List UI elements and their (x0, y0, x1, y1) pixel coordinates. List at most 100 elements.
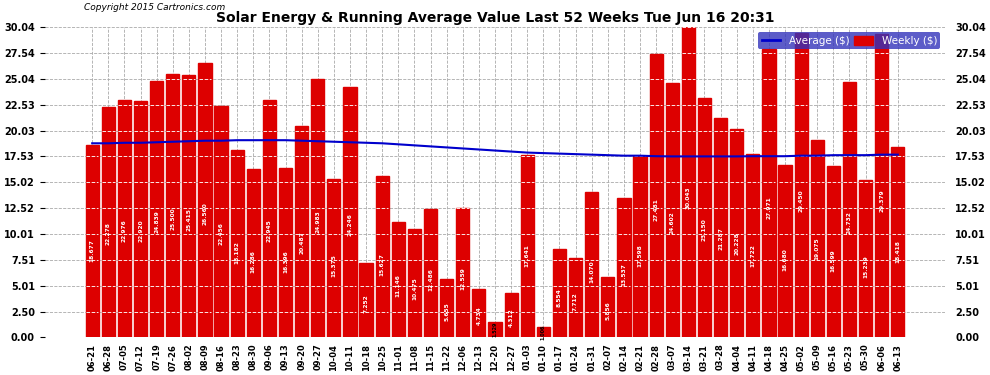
Text: 30.043: 30.043 (686, 186, 691, 209)
Bar (682, 27, 695, 338)
Bar (649, 54, 662, 338)
Text: 1.006: 1.006 (541, 325, 545, 340)
Bar (585, 192, 598, 338)
Text: 16.396: 16.396 (283, 250, 288, 273)
Bar (85, 144, 99, 338)
Bar (392, 222, 405, 338)
Text: 20.487: 20.487 (299, 231, 304, 254)
Text: 17.598: 17.598 (638, 244, 643, 267)
Bar (730, 129, 743, 338)
Text: 23.150: 23.150 (702, 219, 707, 241)
Text: 22.976: 22.976 (122, 219, 127, 242)
Bar (795, 33, 808, 338)
Text: 24.602: 24.602 (670, 212, 675, 234)
Bar (456, 208, 469, 338)
Text: 5.856: 5.856 (605, 301, 610, 320)
Text: 16.286: 16.286 (250, 251, 255, 273)
Bar (359, 262, 372, 338)
Bar (231, 150, 244, 338)
Text: 29.450: 29.450 (799, 189, 804, 212)
Text: 12.486: 12.486 (428, 268, 433, 291)
Text: 24.732: 24.732 (847, 211, 852, 234)
Text: 16.599: 16.599 (831, 249, 836, 272)
Bar (295, 126, 308, 338)
Bar (375, 176, 389, 338)
Text: 14.070: 14.070 (589, 261, 594, 284)
Bar (714, 118, 728, 338)
Text: 22.278: 22.278 (106, 222, 111, 245)
Bar (762, 49, 775, 338)
Text: 7.252: 7.252 (363, 294, 368, 313)
Text: 15.627: 15.627 (380, 254, 385, 276)
Text: Copyright 2015 Cartronics.com: Copyright 2015 Cartronics.com (84, 3, 226, 12)
Text: 17.722: 17.722 (750, 244, 755, 267)
Text: 4.734: 4.734 (476, 306, 481, 325)
Text: 12.559: 12.559 (460, 268, 465, 291)
Bar (134, 101, 148, 338)
Text: 16.680: 16.680 (782, 249, 787, 271)
Bar (505, 293, 518, 338)
Bar (102, 107, 115, 338)
Bar (198, 63, 212, 338)
Bar (118, 100, 131, 338)
Text: 10.475: 10.475 (412, 278, 417, 300)
Bar (698, 98, 711, 338)
Bar (859, 180, 872, 338)
Text: 25.415: 25.415 (186, 208, 191, 231)
Text: 22.945: 22.945 (267, 219, 272, 242)
Bar (811, 141, 824, 338)
Text: 4.312: 4.312 (509, 308, 514, 327)
Bar (182, 75, 195, 338)
Bar (552, 249, 566, 338)
Bar (408, 229, 421, 338)
Text: 19.075: 19.075 (815, 237, 820, 260)
Bar (891, 147, 905, 338)
Text: 18.182: 18.182 (235, 242, 240, 264)
Bar (521, 155, 534, 338)
Text: 11.146: 11.146 (396, 274, 401, 297)
Text: 20.228: 20.228 (735, 232, 740, 255)
Text: 18.677: 18.677 (90, 239, 95, 262)
Bar (472, 289, 485, 338)
Text: 26.560: 26.560 (203, 202, 208, 225)
Text: 24.839: 24.839 (154, 211, 159, 233)
Bar (311, 80, 325, 338)
Text: 25.500: 25.500 (170, 208, 175, 230)
Bar (634, 156, 646, 338)
Bar (328, 178, 341, 338)
Text: 22.456: 22.456 (219, 222, 224, 245)
Text: 27.971: 27.971 (766, 196, 771, 219)
Bar (441, 279, 453, 338)
Bar (537, 327, 549, 338)
Bar (746, 154, 759, 338)
Bar (166, 74, 179, 338)
Bar (842, 82, 856, 338)
Bar (618, 198, 631, 338)
Bar (215, 105, 228, 338)
Legend: Average ($), Weekly ($): Average ($), Weekly ($) (758, 32, 940, 49)
Text: 1.529: 1.529 (492, 322, 498, 337)
Bar (488, 322, 502, 338)
Text: 29.379: 29.379 (879, 190, 884, 212)
Text: 8.554: 8.554 (557, 288, 562, 307)
Bar (601, 277, 615, 338)
Bar (262, 100, 276, 338)
Bar (424, 209, 438, 338)
Title: Solar Energy & Running Average Value Last 52 Weeks Tue Jun 16 20:31: Solar Energy & Running Average Value Las… (216, 10, 774, 25)
Bar (875, 34, 888, 338)
Bar (247, 169, 260, 338)
Text: 15.375: 15.375 (332, 255, 337, 278)
Text: 24.983: 24.983 (315, 210, 320, 233)
Bar (778, 165, 792, 338)
Text: 22.920: 22.920 (138, 220, 143, 242)
Bar (279, 168, 292, 338)
Text: 15.239: 15.239 (863, 255, 868, 278)
Text: 27.481: 27.481 (653, 198, 658, 221)
Text: 13.537: 13.537 (622, 263, 627, 286)
Bar (569, 258, 582, 338)
Bar (150, 81, 163, 338)
Bar (344, 87, 356, 338)
Text: 7.712: 7.712 (573, 292, 578, 311)
Text: 18.418: 18.418 (895, 240, 900, 263)
Text: 5.655: 5.655 (445, 302, 449, 321)
